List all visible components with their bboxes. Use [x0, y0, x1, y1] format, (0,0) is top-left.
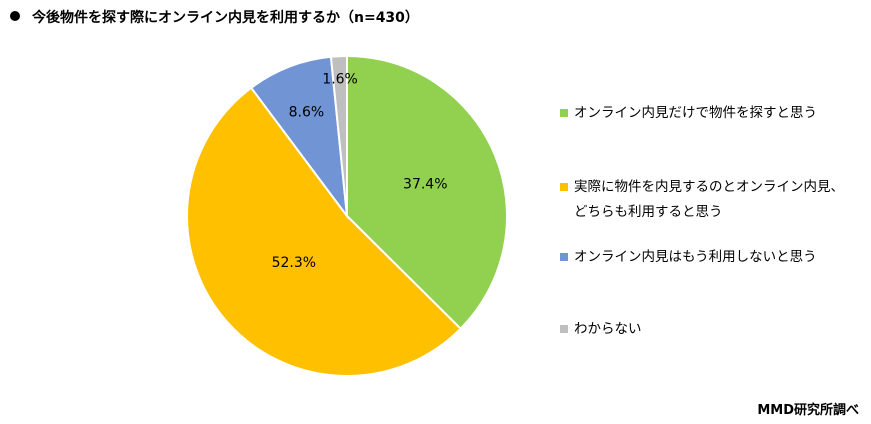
legend-label-line: 実際に物件を内見するのとオンライン内見、 [574, 179, 844, 195]
legend-item-unknown: わからない [560, 317, 642, 342]
data-label: 52.3% [272, 255, 316, 271]
data-label: 1.6% [322, 72, 358, 88]
source-note: MMD研究所調べ [757, 403, 859, 418]
legend-label-line: どちらも利用すると思う [574, 204, 723, 220]
legend-swatch [560, 253, 568, 261]
legend-label: わからない [574, 321, 642, 337]
legend-swatch [560, 325, 568, 333]
chart-title: 今後物件を探す際にオンライン内見を利用するか（n=430） [10, 7, 419, 27]
legend-item-no-more: オンライン内見はもう利用しないと思う [560, 245, 817, 270]
data-label: 8.6% [289, 105, 325, 121]
pie-slice [329, 54, 348, 217]
bullet-icon [10, 11, 20, 21]
legend-item-both: 実際に物件を内見するのとオンライン内見、 どちらも利用すると思う [560, 175, 844, 225]
chart-title-text: 今後物件を探す際にオンライン内見を利用するか（n=430） [32, 10, 419, 26]
legend-label: 実際に物件を内見するのとオンライン内見、 どちらも利用すると思う [574, 175, 844, 225]
legend-item-online-only: オンライン内見だけで物件を探すと思う [560, 101, 817, 126]
legend-swatch [560, 109, 568, 117]
pie-slice [249, 55, 349, 220]
pie-slice [186, 86, 462, 378]
legend-swatch [560, 183, 568, 191]
data-label: 37.4% [403, 176, 447, 192]
pie-slice [346, 54, 508, 331]
legend-label: オンライン内見だけで物件を探すと思う [574, 105, 817, 121]
legend-label: オンライン内見はもう利用しないと思う [574, 249, 817, 265]
